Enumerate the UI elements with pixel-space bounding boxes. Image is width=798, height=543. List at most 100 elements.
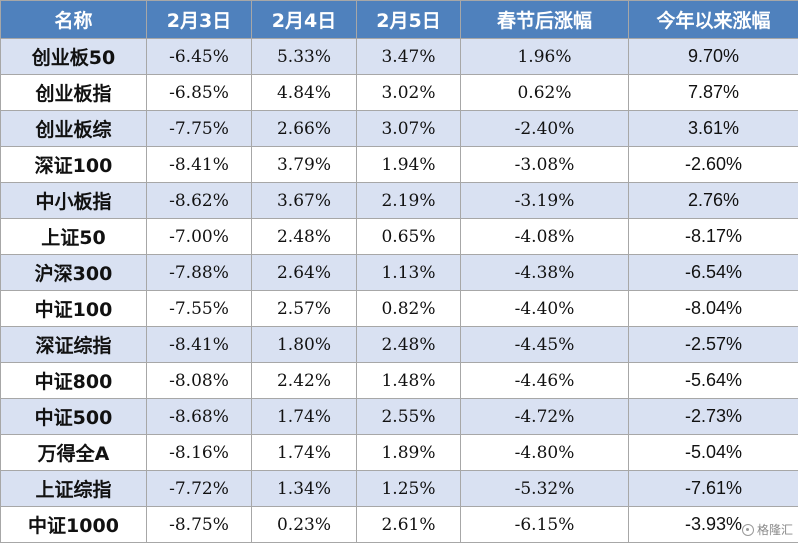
change-feb-3-cell: -6.85% bbox=[147, 75, 252, 111]
table-row: 中证1000-8.75%0.23%2.61%-6.15%-3.93% bbox=[1, 507, 798, 543]
change-feb-4-cell: 2.42% bbox=[252, 363, 357, 399]
index-name-cell: 沪深300 bbox=[1, 255, 147, 291]
table-row: 上证50-7.00%2.48%0.65%-4.08%-8.17% bbox=[1, 219, 798, 255]
table-row: 深证综指-8.41%1.80%2.48%-4.45%-2.57% bbox=[1, 327, 798, 363]
change-feb-4-cell: 2.57% bbox=[252, 291, 357, 327]
header-row: 名称 2月3日 2月4日 2月5日 春节后涨幅 今年以来涨幅 bbox=[1, 1, 798, 39]
change-feb-3-cell: -8.16% bbox=[147, 435, 252, 471]
change-feb-4-cell: 1.80% bbox=[252, 327, 357, 363]
watermark: 格隆汇 bbox=[742, 521, 793, 538]
change-feb-5-cell: 2.19% bbox=[357, 183, 461, 219]
index-name-cell: 中证500 bbox=[1, 399, 147, 435]
change-feb-4-cell: 2.64% bbox=[252, 255, 357, 291]
table-row: 中证800-8.08%2.42%1.48%-4.46%-5.64% bbox=[1, 363, 798, 399]
change-feb-5-cell: 1.48% bbox=[357, 363, 461, 399]
change-post-holiday-cell: -6.15% bbox=[461, 507, 629, 543]
change-feb-5-cell: 3.07% bbox=[357, 111, 461, 147]
change-feb-4-cell: 3.67% bbox=[252, 183, 357, 219]
change-post-holiday-cell: -4.80% bbox=[461, 435, 629, 471]
change-feb-3-cell: -8.75% bbox=[147, 507, 252, 543]
table-row: 深证100-8.41%3.79%1.94%-3.08%-2.60% bbox=[1, 147, 798, 183]
change-feb-5-cell: 3.02% bbox=[357, 75, 461, 111]
change-feb-5-cell: 1.25% bbox=[357, 471, 461, 507]
table-body: 创业板50-6.45%5.33%3.47%1.96%9.70%创业板指-6.85… bbox=[1, 39, 798, 543]
change-feb-3-cell: -8.08% bbox=[147, 363, 252, 399]
index-name-cell: 万得全A bbox=[1, 435, 147, 471]
change-feb-3-cell: -8.41% bbox=[147, 327, 252, 363]
change-feb-3-cell: -8.68% bbox=[147, 399, 252, 435]
header-post-holiday-change: 春节后涨幅 bbox=[461, 1, 629, 39]
change-post-holiday-cell: -3.08% bbox=[461, 147, 629, 183]
change-feb-5-cell: 2.55% bbox=[357, 399, 461, 435]
change-post-holiday-cell: 1.96% bbox=[461, 39, 629, 75]
change-post-holiday-cell: -4.38% bbox=[461, 255, 629, 291]
gelonghui-logo-icon bbox=[742, 524, 754, 536]
change-ytd-cell: 7.87% bbox=[629, 75, 798, 111]
change-feb-4-cell: 1.74% bbox=[252, 435, 357, 471]
change-post-holiday-cell: 0.62% bbox=[461, 75, 629, 111]
change-feb-4-cell: 1.34% bbox=[252, 471, 357, 507]
index-name-cell: 中证100 bbox=[1, 291, 147, 327]
table-row: 创业板综-7.75%2.66%3.07%-2.40%3.61% bbox=[1, 111, 798, 147]
change-ytd-cell: -5.64% bbox=[629, 363, 798, 399]
change-feb-5-cell: 1.94% bbox=[357, 147, 461, 183]
index-name-cell: 中小板指 bbox=[1, 183, 147, 219]
change-feb-3-cell: -7.88% bbox=[147, 255, 252, 291]
change-feb-3-cell: -7.55% bbox=[147, 291, 252, 327]
table-row: 中证500-8.68%1.74%2.55%-4.72%-2.73% bbox=[1, 399, 798, 435]
change-feb-4-cell: 2.66% bbox=[252, 111, 357, 147]
change-feb-5-cell: 3.47% bbox=[357, 39, 461, 75]
change-feb-3-cell: -7.75% bbox=[147, 111, 252, 147]
table-row: 万得全A-8.16%1.74%1.89%-4.80%-5.04% bbox=[1, 435, 798, 471]
change-feb-4-cell: 1.74% bbox=[252, 399, 357, 435]
change-ytd-cell: -2.60% bbox=[629, 147, 798, 183]
index-name-cell: 深证100 bbox=[1, 147, 147, 183]
change-feb-3-cell: -8.41% bbox=[147, 147, 252, 183]
table-row: 上证综指-7.72%1.34%1.25%-5.32%-7.61% bbox=[1, 471, 798, 507]
change-feb-3-cell: -7.00% bbox=[147, 219, 252, 255]
change-feb-5-cell: 1.89% bbox=[357, 435, 461, 471]
watermark-text: 格隆汇 bbox=[757, 521, 793, 538]
table-row: 中小板指-8.62%3.67%2.19%-3.19%2.76% bbox=[1, 183, 798, 219]
change-feb-4-cell: 3.79% bbox=[252, 147, 357, 183]
index-name-cell: 深证综指 bbox=[1, 327, 147, 363]
table-row: 中证100-7.55%2.57%0.82%-4.40%-8.04% bbox=[1, 291, 798, 327]
index-name-cell: 创业板综 bbox=[1, 111, 147, 147]
table-row: 创业板50-6.45%5.33%3.47%1.96%9.70% bbox=[1, 39, 798, 75]
index-name-cell: 上证综指 bbox=[1, 471, 147, 507]
change-feb-3-cell: -7.72% bbox=[147, 471, 252, 507]
change-post-holiday-cell: -5.32% bbox=[461, 471, 629, 507]
change-feb-4-cell: 5.33% bbox=[252, 39, 357, 75]
header-feb-4: 2月4日 bbox=[252, 1, 357, 39]
change-post-holiday-cell: -4.46% bbox=[461, 363, 629, 399]
change-feb-4-cell: 2.48% bbox=[252, 219, 357, 255]
change-feb-4-cell: 0.23% bbox=[252, 507, 357, 543]
change-post-holiday-cell: -4.72% bbox=[461, 399, 629, 435]
change-feb-5-cell: 1.13% bbox=[357, 255, 461, 291]
change-ytd-cell: -7.61% bbox=[629, 471, 798, 507]
index-name-cell: 创业板指 bbox=[1, 75, 147, 111]
change-feb-4-cell: 4.84% bbox=[252, 75, 357, 111]
header-feb-5: 2月5日 bbox=[357, 1, 461, 39]
table-header: 名称 2月3日 2月4日 2月5日 春节后涨幅 今年以来涨幅 bbox=[1, 1, 798, 39]
change-ytd-cell: -5.04% bbox=[629, 435, 798, 471]
header-feb-3: 2月3日 bbox=[147, 1, 252, 39]
change-ytd-cell: -2.57% bbox=[629, 327, 798, 363]
change-ytd-cell: -8.17% bbox=[629, 219, 798, 255]
change-feb-5-cell: 0.65% bbox=[357, 219, 461, 255]
change-post-holiday-cell: -4.45% bbox=[461, 327, 629, 363]
change-post-holiday-cell: -4.08% bbox=[461, 219, 629, 255]
change-feb-5-cell: 0.82% bbox=[357, 291, 461, 327]
change-ytd-cell: -2.73% bbox=[629, 399, 798, 435]
table-row: 创业板指-6.85%4.84%3.02%0.62%7.87% bbox=[1, 75, 798, 111]
change-feb-5-cell: 2.61% bbox=[357, 507, 461, 543]
change-ytd-cell: 2.76% bbox=[629, 183, 798, 219]
index-name-cell: 中证800 bbox=[1, 363, 147, 399]
change-post-holiday-cell: -3.19% bbox=[461, 183, 629, 219]
header-name: 名称 bbox=[1, 1, 147, 39]
index-name-cell: 创业板50 bbox=[1, 39, 147, 75]
change-feb-3-cell: -8.62% bbox=[147, 183, 252, 219]
change-feb-3-cell: -6.45% bbox=[147, 39, 252, 75]
change-ytd-cell: -8.04% bbox=[629, 291, 798, 327]
